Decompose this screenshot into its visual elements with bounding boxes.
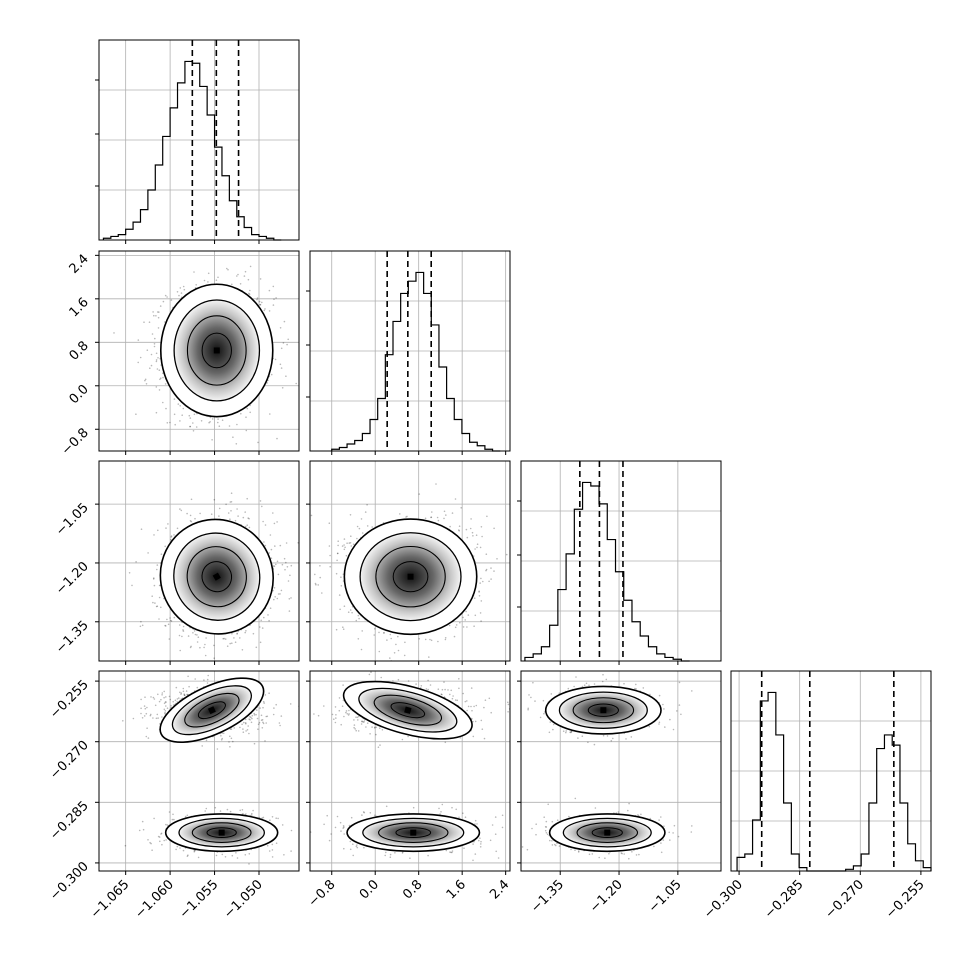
- y-tick-label: −1.20: [53, 559, 92, 598]
- panel-frame: [98, 39, 300, 241]
- contour-3: [390, 702, 426, 719]
- density-blob: [159, 518, 274, 635]
- hist-panel-3: [730, 670, 932, 875]
- panel-frame: [520, 460, 722, 662]
- density-blob: [159, 677, 265, 743]
- contour-2: [375, 545, 446, 608]
- scatter-panel-1-2: [306, 460, 511, 665]
- contour-3: [201, 561, 233, 593]
- panel-frame: [98, 670, 300, 872]
- x-tick-label: −1.05: [646, 877, 685, 916]
- y-tick-label: −0.8: [59, 425, 92, 458]
- x-tick-label: −0.300: [701, 877, 746, 922]
- x-tick-label: −0.255: [883, 877, 928, 922]
- density-blob: [346, 813, 481, 853]
- x-tick-label: −0.270: [822, 877, 867, 922]
- contour-2: [186, 315, 247, 386]
- contour-0: [342, 680, 473, 740]
- x-tick-label: 0.0: [357, 877, 382, 902]
- scatter-panel-0-3: [95, 670, 300, 875]
- y-tick-label: −0.270: [47, 738, 92, 783]
- y-tick-label: 0.8: [67, 339, 92, 364]
- contour-2: [186, 546, 247, 608]
- x-tick-label: 2.4: [487, 877, 512, 902]
- x-tick-label: −0.285: [762, 877, 807, 922]
- contour-0: [548, 813, 666, 853]
- histogram-2: [524, 481, 690, 662]
- y-tick-label: −0.300: [47, 859, 92, 904]
- contour-0: [159, 283, 274, 418]
- y-tick-label: 1.6: [67, 295, 92, 320]
- contour-2: [572, 697, 635, 724]
- density-blob: [159, 283, 274, 418]
- contour-2: [191, 822, 252, 843]
- panel-frame: [730, 670, 932, 872]
- panel-frame: [309, 250, 511, 452]
- contour-3: [395, 827, 432, 839]
- scatter-panel-1-3: [306, 670, 511, 875]
- contour-1: [362, 817, 465, 848]
- contour-3: [392, 561, 429, 593]
- contour-3: [201, 332, 232, 369]
- contour-0: [343, 518, 478, 636]
- y-tick-label: −0.285: [47, 799, 92, 844]
- x-tick-label: −0.8: [306, 877, 339, 910]
- density-blob: [343, 518, 478, 636]
- contour-2: [184, 692, 240, 728]
- contour-3: [197, 701, 226, 720]
- density-blob: [548, 813, 666, 853]
- contour-3: [587, 703, 619, 717]
- contour-0: [544, 685, 662, 735]
- contour-1: [171, 685, 252, 736]
- y-tick-label: −0.255: [47, 677, 92, 722]
- panel-frame: [520, 670, 722, 872]
- scatter-panel-2-3: [517, 670, 722, 875]
- contour-3: [206, 827, 237, 839]
- hist-panel-0: [95, 39, 300, 244]
- contour-0: [164, 813, 279, 853]
- x-tick-label: −1.050: [221, 877, 266, 922]
- hist-panel-1: [306, 250, 511, 455]
- hist-panel-2: [517, 460, 722, 665]
- contour-0: [159, 518, 274, 635]
- scatter-panel-0-2: [95, 460, 300, 665]
- panel-frame: [309, 670, 511, 872]
- contour-3: [591, 827, 623, 839]
- x-tick-label: −1.060: [132, 877, 177, 922]
- contour-2: [373, 694, 443, 726]
- y-tick-label: −1.05: [53, 500, 92, 539]
- contour-2: [576, 822, 639, 843]
- panel-frame: [98, 250, 300, 452]
- contour-1: [178, 817, 265, 848]
- contour-1: [173, 532, 261, 621]
- contour-0: [159, 677, 265, 743]
- x-tick-label: −1.055: [177, 877, 222, 922]
- contour-1: [558, 691, 648, 729]
- contour-2: [378, 822, 449, 843]
- x-tick-label: −1.20: [587, 877, 626, 916]
- y-tick-label: 2.4: [67, 252, 92, 277]
- histogram-1: [331, 271, 501, 452]
- contour-1: [358, 687, 458, 733]
- x-tick-label: −1.35: [528, 877, 567, 916]
- scatter-panel-0-1: [95, 250, 300, 455]
- x-tick-label: −1.065: [88, 877, 133, 922]
- x-tick-label: 1.6: [444, 877, 469, 902]
- contour-1: [562, 817, 652, 848]
- panel-frame: [309, 460, 511, 662]
- x-tick-label: 0.8: [400, 877, 425, 902]
- y-tick-label: −1.35: [53, 618, 92, 657]
- density-blob: [342, 680, 473, 740]
- density-blob: [544, 685, 662, 735]
- histogram-3: [736, 691, 932, 872]
- contour-0: [346, 813, 481, 853]
- density-blob: [164, 813, 279, 853]
- panel-frame: [98, 460, 300, 662]
- y-tick-label: 0.0: [67, 382, 92, 407]
- contour-1: [173, 299, 261, 402]
- contour-1: [359, 532, 462, 622]
